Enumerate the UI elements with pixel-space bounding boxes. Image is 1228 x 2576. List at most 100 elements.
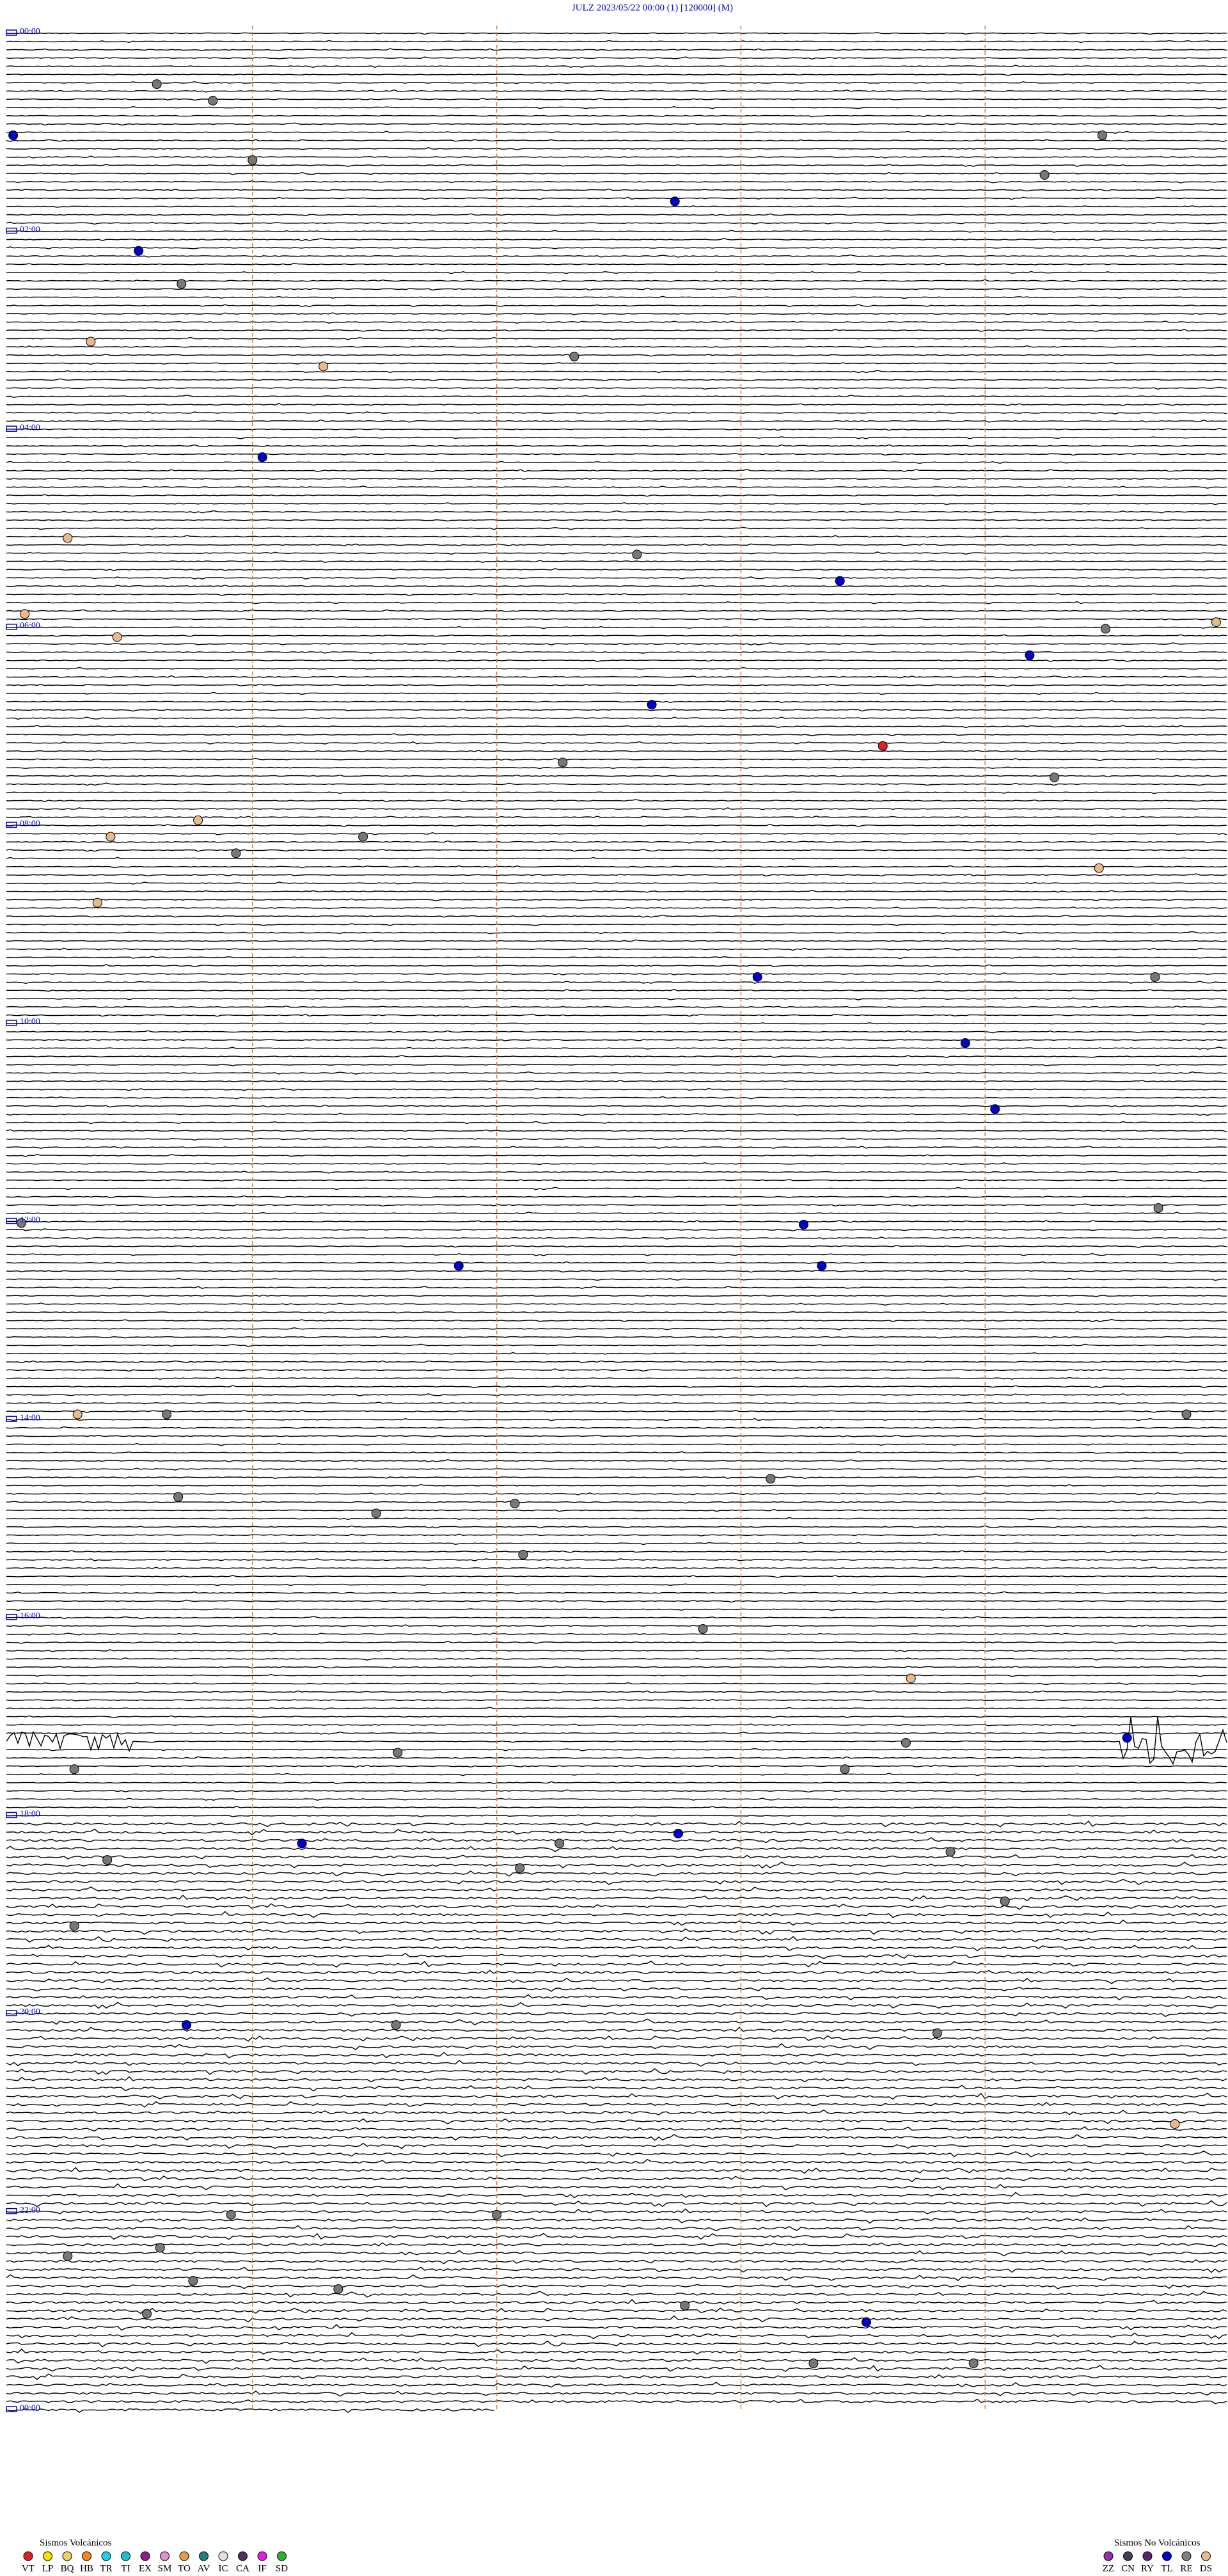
trace-line	[6, 1327, 1227, 1331]
trace-line	[6, 584, 1227, 588]
trace-line	[6, 782, 1227, 786]
trace-line	[6, 205, 1227, 208]
header-title: JULZ 2023/05/22 00:00 (1) [120000] (M)	[572, 3, 733, 13]
trace-line	[6, 1187, 1227, 1190]
event-marker	[1097, 130, 1107, 141]
trace-line	[6, 444, 1227, 448]
legend-swatch	[199, 2551, 209, 2561]
event-marker	[142, 2309, 152, 2319]
trace-line	[6, 1087, 1227, 1091]
trace-line	[6, 2200, 1227, 2208]
trace-line	[6, 2225, 1227, 2232]
hour-label: 10:00	[20, 1017, 40, 1027]
hour-marker	[6, 227, 17, 234]
traces	[6, 32, 1227, 2414]
trace-line	[6, 1079, 1227, 1082]
event-marker	[1153, 1203, 1163, 1213]
trace-line	[6, 1154, 1227, 1157]
trace-line	[6, 1994, 1227, 2001]
trace-line	[6, 906, 1227, 910]
trace-line	[6, 1203, 1227, 1207]
trace-line	[6, 642, 1227, 645]
trace-line	[6, 1698, 1227, 1702]
legend-swatch	[1181, 2551, 1192, 2561]
trace-line	[6, 1550, 1227, 1554]
trace-line	[6, 345, 1227, 349]
legend-swatch	[43, 2551, 52, 2561]
trace-line	[6, 2357, 1227, 2364]
trace-line	[6, 2340, 1227, 2348]
trace-line	[6, 1731, 1227, 1735]
event-marker	[152, 79, 162, 90]
hour-label: 02:00	[20, 225, 40, 235]
trace-line	[6, 122, 1227, 126]
event-marker	[558, 757, 568, 768]
trace-line	[6, 2101, 1227, 2108]
trace-line	[6, 1558, 1227, 1561]
hour-marker	[6, 425, 17, 432]
trace-line	[6, 1911, 1227, 1918]
trace-line	[6, 576, 1227, 580]
trace-line	[6, 2150, 1227, 2158]
event-marker	[752, 972, 762, 982]
legend-swatch	[238, 2551, 248, 2561]
legend-label: DS	[1200, 2563, 1212, 2573]
event-marker	[817, 1261, 827, 1271]
trace-line	[6, 2242, 1227, 2248]
trace-line	[6, 1960, 1227, 1968]
legend-swatch	[140, 2551, 150, 2561]
trace-line	[6, 2315, 1227, 2323]
trace-line	[6, 296, 1227, 299]
trace-line	[6, 2274, 1227, 2281]
trace-line	[6, 791, 1227, 794]
event-marker	[226, 2209, 236, 2220]
legend-label: RE	[1180, 2563, 1192, 2573]
trace-line	[6, 196, 1227, 200]
trace-line	[6, 304, 1227, 308]
legend-label: CN	[1121, 2563, 1135, 2573]
trace-line	[6, 271, 1227, 274]
hour-label: 00:00	[20, 27, 40, 36]
event-marker	[901, 1737, 911, 1748]
trace-line	[6, 1377, 1227, 1380]
trace-line	[6, 543, 1227, 547]
trace-line	[6, 2390, 1227, 2397]
event-marker	[248, 155, 258, 165]
trace-line	[6, 551, 1227, 555]
trace-line	[6, 1798, 1227, 1801]
trace-line	[6, 634, 1227, 637]
trace-line	[6, 1228, 1227, 1231]
legend-label: VT	[22, 2563, 35, 2573]
trace-line	[6, 1459, 1227, 1463]
trace-line	[6, 939, 1227, 942]
trace-line	[6, 1525, 1227, 1529]
trace-line	[6, 1773, 1227, 1776]
trace-line	[6, 469, 1227, 473]
trace-line	[6, 1599, 1227, 1603]
legend-swatch	[179, 2551, 189, 2561]
event-marker	[1094, 863, 1104, 873]
trace-line	[6, 1252, 1227, 1256]
trace-line	[6, 2284, 1227, 2289]
trace-line	[6, 1894, 1227, 1902]
trace-line	[6, 716, 1227, 720]
trace-line	[6, 2142, 1227, 2149]
hour-label: 14:00	[20, 1413, 40, 1423]
trace-line	[6, 1013, 1227, 1017]
event-marker	[333, 2284, 343, 2294]
trace-line	[6, 2373, 1227, 2380]
event-marker	[673, 1828, 683, 1838]
trace-line	[6, 1269, 1227, 1273]
trace-line	[6, 1814, 1227, 1817]
trace-line	[6, 1311, 1227, 1314]
trace-line	[6, 1500, 1227, 1504]
trace-line	[6, 2133, 1227, 2141]
trace-line	[6, 2324, 1227, 2331]
trace-line	[6, 56, 1227, 60]
event-marker	[69, 1921, 79, 1931]
event-marker	[177, 279, 187, 289]
legend-swatch	[277, 2551, 287, 2561]
trace-line	[6, 799, 1227, 803]
legend-swatch	[101, 2551, 111, 2561]
trace-line	[6, 1286, 1227, 1290]
